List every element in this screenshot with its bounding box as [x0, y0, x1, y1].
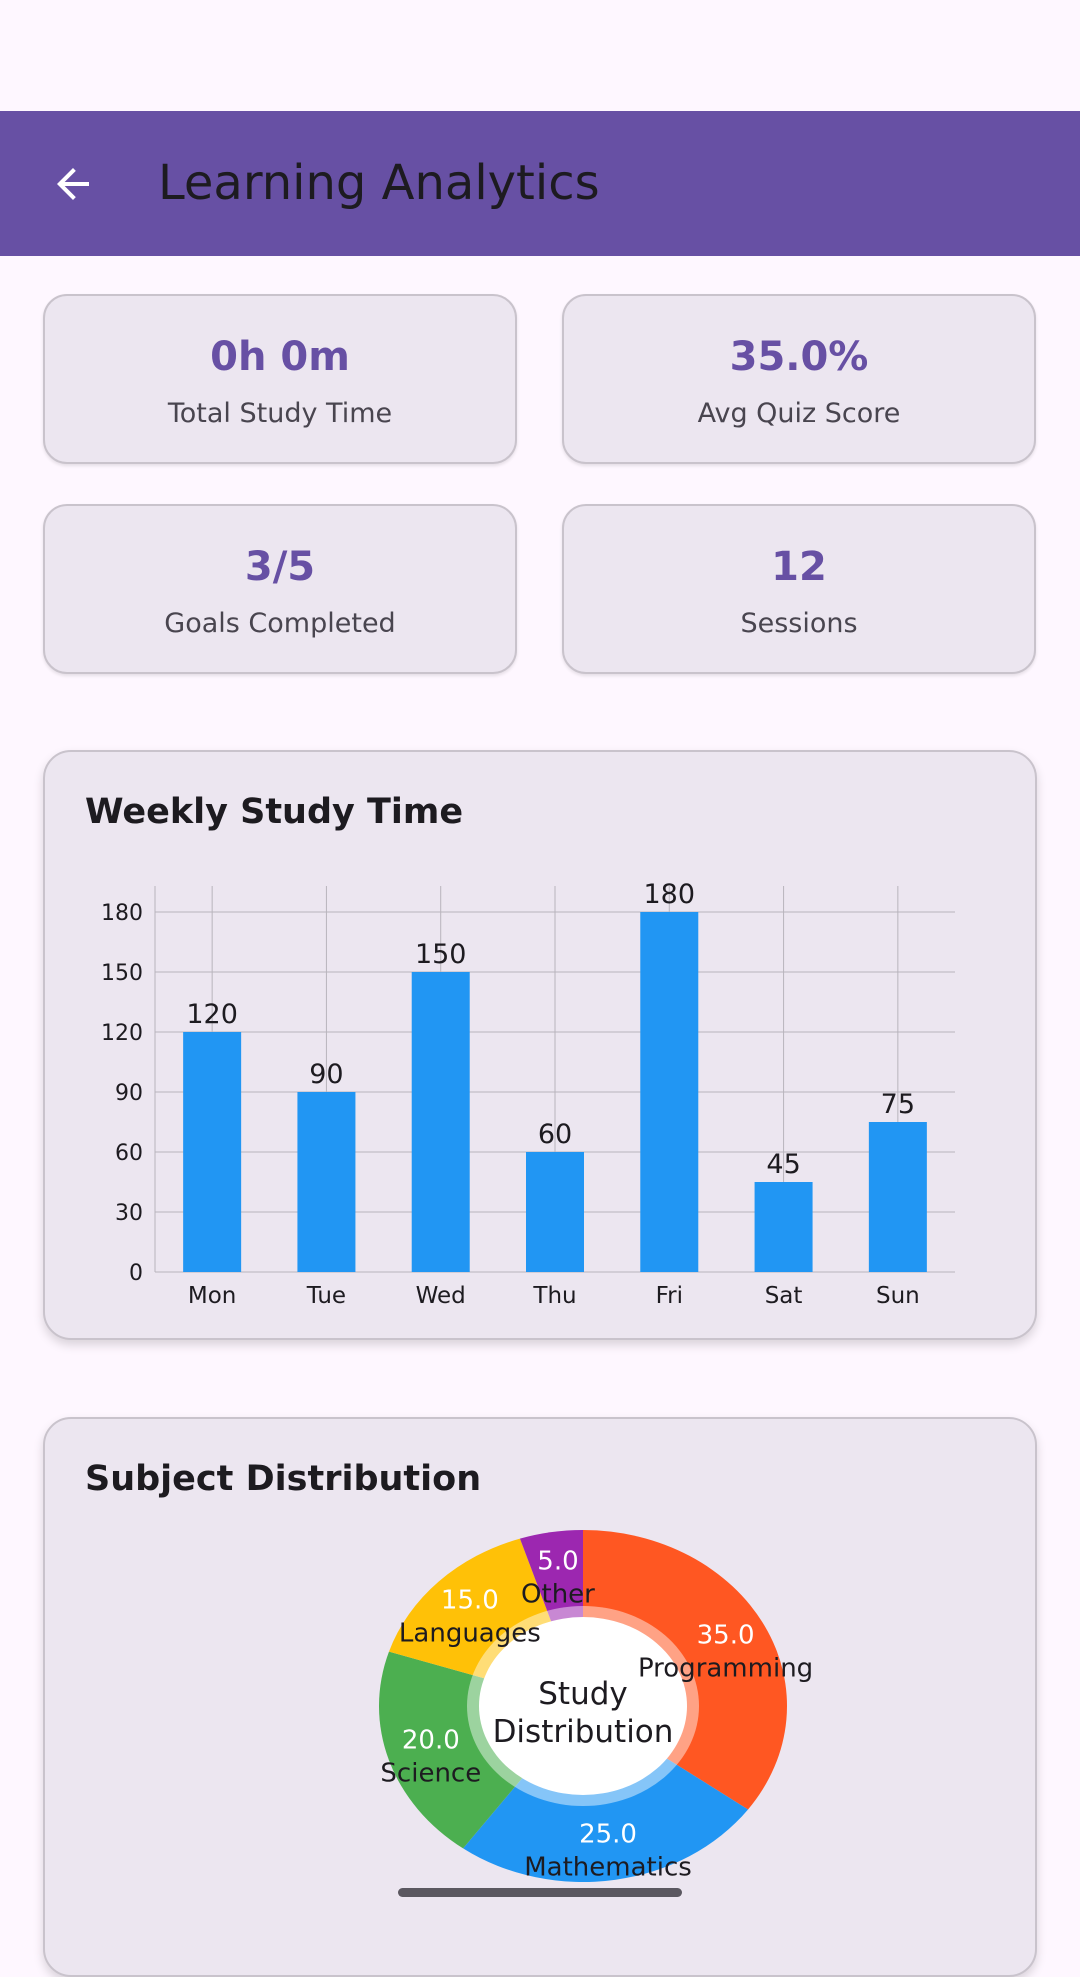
slice-value-label: 15.0 [441, 1585, 499, 1615]
x-tick-label: Wed [416, 1283, 466, 1309]
subject-distribution-title: Subject Distribution [85, 1459, 482, 1499]
slice-programming [583, 1530, 787, 1810]
stat-value: 0h 0m [210, 334, 350, 380]
bar-value-label: 60 [538, 1119, 572, 1150]
slice-value-label: 20.0 [402, 1726, 460, 1756]
slice-mathematics [463, 1706, 749, 1882]
stat-label: Goals Completed [164, 608, 396, 639]
slice-value-label: 35.0 [697, 1620, 755, 1650]
bar-value-label: 150 [415, 939, 467, 970]
slice-name-label: Other [521, 1580, 595, 1610]
slice-name-label: Languages [399, 1618, 541, 1648]
back-button[interactable] [38, 149, 108, 219]
stat-value: 3/5 [244, 544, 316, 590]
y-tick-label: 90 [115, 1081, 143, 1106]
y-tick-label: 0 [129, 1261, 143, 1286]
app-bar: Learning Analytics [0, 111, 1080, 256]
slice-value-label: 5.0 [537, 1547, 578, 1577]
stat-label: Avg Quiz Score [697, 398, 901, 429]
stat-label: Total Study Time [167, 398, 393, 429]
stat-value: 35.0% [729, 334, 869, 380]
x-tick-label: Tue [306, 1283, 346, 1309]
bar-value-label: 75 [881, 1089, 915, 1120]
stat-value: 12 [771, 544, 827, 590]
y-tick-label: 150 [101, 961, 143, 986]
stat-card-study-time: 0h 0m Total Study Time [43, 294, 517, 464]
bar-sun [868, 1122, 927, 1272]
status-bar [0, 0, 1080, 111]
x-tick-label: Fri [656, 1283, 683, 1309]
subject-distribution-card: Subject Distribution Study Distribution 35… [43, 1417, 1037, 1977]
bar-fri [640, 912, 699, 1272]
x-tick-label: Sun [876, 1283, 920, 1309]
weekly-bar-chart: 0 30 60 90 120 150 180 120 Mon 90 Tue 150 Wed 60 Thu 18… [101, 879, 955, 1309]
stat-card-quiz-score: 35.0% Avg Quiz Score [562, 294, 1036, 464]
bar-wed [411, 972, 470, 1272]
x-tick-label: Sat [765, 1283, 803, 1309]
bar-sat [754, 1182, 813, 1272]
bar-tue [297, 1092, 356, 1272]
donut-center-label: Distribution [493, 1714, 674, 1750]
bar-value-label: 45 [766, 1149, 800, 1180]
bar-mon [183, 1032, 242, 1272]
slice-name-label: Programming [638, 1653, 813, 1683]
bar-value-label: 120 [186, 999, 238, 1030]
page-title: Learning Analytics [158, 155, 600, 211]
weekly-study-title: Weekly Study Time [85, 792, 464, 832]
stat-label: Sessions [740, 608, 858, 639]
y-tick-label: 60 [115, 1141, 143, 1166]
x-tick-label: Mon [188, 1283, 237, 1309]
stat-card-sessions: 12 Sessions [562, 504, 1036, 674]
bar-value-label: 90 [309, 1059, 343, 1090]
bar-thu [526, 1152, 584, 1272]
home-indicator [398, 1888, 682, 1897]
donut-hole [479, 1617, 687, 1795]
y-tick-label: 30 [115, 1201, 143, 1226]
x-tick-label: Thu [532, 1283, 576, 1309]
slice-name-label: Science [380, 1759, 481, 1789]
slice-name-label: Mathematics [524, 1852, 692, 1882]
stat-card-goals: 3/5 Goals Completed [43, 504, 517, 674]
bar-value-label: 180 [644, 879, 696, 910]
arrow-back-icon [57, 168, 89, 200]
y-tick-label: 180 [101, 901, 143, 926]
donut-center-label: Study [538, 1676, 628, 1712]
slice-value-label: 25.0 [579, 1819, 637, 1849]
weekly-study-card: Weekly Study Time 0 30 60 90 120 150 180 120 Mon… [43, 750, 1037, 1340]
y-tick-label: 120 [101, 1021, 143, 1046]
